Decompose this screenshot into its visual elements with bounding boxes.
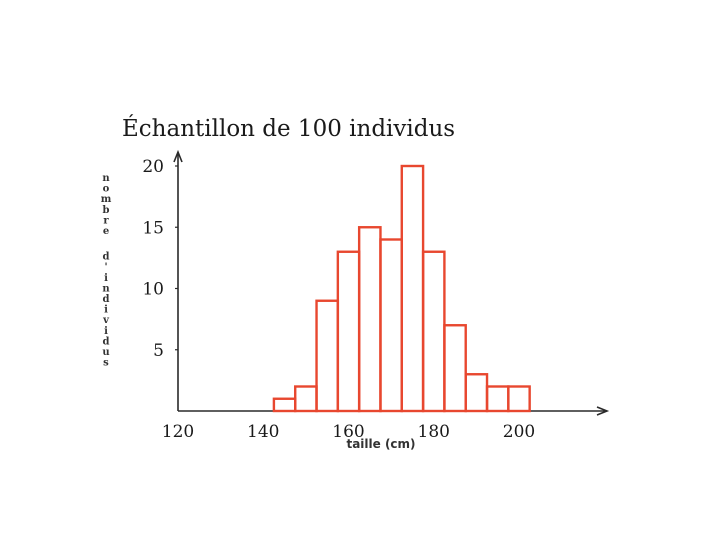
y-axis-label: n o m b r e d ' i n d i v i d u s bbox=[101, 173, 112, 369]
histogram-bar-2 bbox=[315, 299, 340, 413]
x-tick-label-160: 160 bbox=[332, 422, 364, 442]
tick-labels: 120 140 160 180 200 5 10 15 20 bbox=[142, 157, 535, 442]
x-axis-label: taille (cm) bbox=[346, 437, 415, 451]
y-tick-label-20: 20 bbox=[142, 157, 164, 177]
histogram-bars bbox=[272, 164, 531, 413]
histogram-bar-11 bbox=[507, 385, 531, 413]
histogram-bar-0 bbox=[272, 397, 297, 413]
y-axis-label-text: n o m b r e d ' i n d i v i d u s bbox=[101, 173, 112, 369]
y-tick-label-10: 10 bbox=[142, 280, 164, 300]
x-tick-label-180: 180 bbox=[418, 422, 450, 442]
histogram-bar-10 bbox=[485, 385, 510, 413]
axes bbox=[173, 149, 610, 416]
histogram-bar-1 bbox=[294, 385, 318, 413]
x-tick-label-140: 140 bbox=[247, 422, 279, 442]
histogram-bar-4 bbox=[357, 226, 382, 413]
histogram-bar-9 bbox=[464, 373, 489, 413]
y-tick-label-15: 15 bbox=[142, 218, 164, 238]
chart-title: Échantillon de 100 individus bbox=[122, 115, 455, 142]
x-tick-label-200: 200 bbox=[503, 422, 535, 442]
histogram-bar-6 bbox=[400, 164, 425, 413]
histogram-bar-7 bbox=[421, 250, 446, 413]
histogram-bar-8 bbox=[443, 324, 467, 413]
histogram-bar-3 bbox=[336, 250, 361, 413]
y-tick-label-5: 5 bbox=[153, 341, 164, 361]
x-axis-arrow bbox=[596, 406, 610, 416]
x-tick-label-120: 120 bbox=[162, 422, 194, 442]
histogram-bar-5 bbox=[379, 238, 403, 413]
y-axis-arrow bbox=[173, 149, 183, 163]
